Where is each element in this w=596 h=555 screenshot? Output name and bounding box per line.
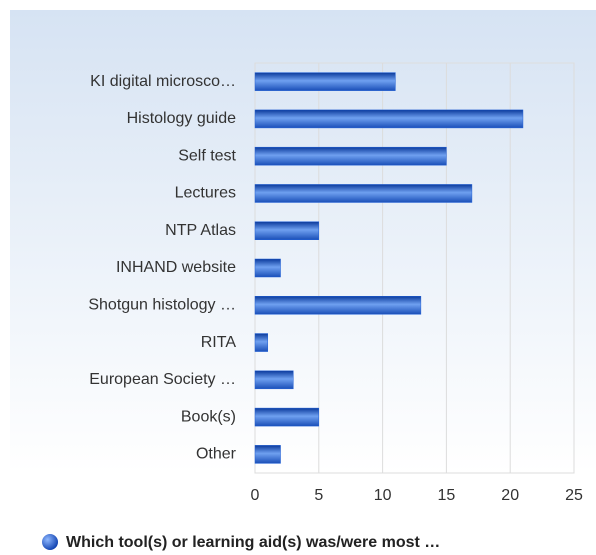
bar <box>254 445 281 464</box>
bar <box>254 72 396 91</box>
bar <box>254 109 524 129</box>
bar <box>254 146 447 166</box>
y-tick-label: Other <box>196 446 237 463</box>
bar <box>254 333 269 352</box>
x-tick-label: 10 <box>374 487 392 504</box>
x-tick-label: 20 <box>501 487 519 504</box>
y-tick-label: Histology guide <box>127 110 237 127</box>
bar <box>254 258 281 278</box>
bar <box>254 296 422 315</box>
legend-marker <box>42 534 58 550</box>
bar <box>254 407 320 427</box>
background <box>10 10 596 555</box>
y-tick-label: NTP Atlas <box>165 222 236 239</box>
y-tick-label: Self test <box>178 147 236 164</box>
y-tick-label: Shotgun histology … <box>88 296 236 313</box>
x-tick-label: 0 <box>251 487 260 504</box>
x-tick-label: 25 <box>565 487 583 504</box>
bar <box>254 221 320 240</box>
y-tick-label: INHAND website <box>116 259 236 276</box>
y-tick-label: European Society … <box>89 371 236 388</box>
y-tick-label: Lectures <box>175 185 236 202</box>
bar <box>254 184 473 203</box>
x-tick-label: 15 <box>438 487 456 504</box>
y-tick-label: Book(s) <box>181 408 236 425</box>
bar <box>254 370 294 390</box>
y-tick-label: RITA <box>201 334 237 351</box>
legend-label: Which tool(s) or learning aid(s) was/wer… <box>66 534 440 551</box>
x-tick-label: 5 <box>314 487 323 504</box>
y-tick-label: KI digital microsco… <box>90 73 236 90</box>
